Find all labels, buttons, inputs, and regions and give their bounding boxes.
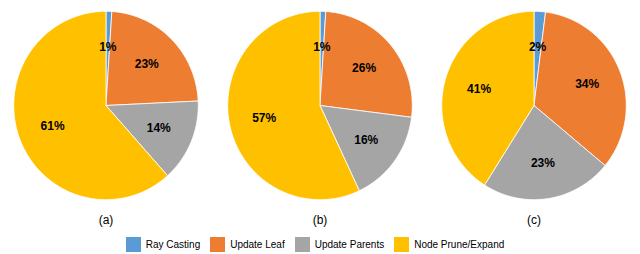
html-text:Update Leaf: Update Leaf [230,239,285,250]
svg-text:2%: 2% [529,40,547,54]
svg-text:(c): (c) [527,213,541,227]
svg-text:1%: 1% [99,40,117,54]
svg-text:(b): (b) [313,213,328,227]
svg-text:34%: 34% [575,77,599,91]
svg-text:57%: 57% [252,111,276,125]
html-text:Ray Casting: Ray Casting [145,239,201,250]
svg-text:23%: 23% [531,156,555,170]
svg-text:41%: 41% [467,82,491,96]
svg-text:1%: 1% [313,40,331,54]
html-text:Update Parents: Update Parents [314,239,385,250]
svg-text:26%: 26% [352,61,376,75]
svg-text:61%: 61% [41,119,65,133]
html-text:Node Prune/Expand: Node Prune/Expand [414,239,505,250]
svg-text:(a): (a) [99,213,114,227]
svg-text:16%: 16% [354,133,378,147]
svg-text:14%: 14% [147,121,171,135]
svg-text:23%: 23% [135,57,159,71]
